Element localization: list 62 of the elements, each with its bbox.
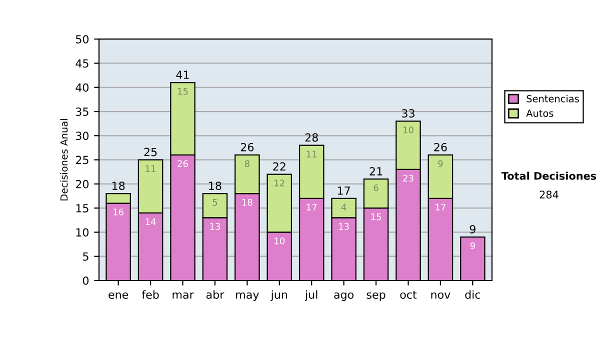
y-tick-label: 0: [82, 276, 89, 285]
data-label: 17: [306, 204, 317, 210]
total-label: 26: [240, 142, 254, 152]
data-label: 13: [210, 223, 220, 230]
x-tick-label: nov: [431, 292, 450, 299]
data-label: 26: [178, 160, 188, 168]
x-tick-label: sep: [366, 292, 386, 301]
y-tick-label: 20: [76, 180, 89, 188]
data-label: 15: [178, 88, 188, 95]
total-label: 25: [144, 148, 157, 156]
total-label: 18: [112, 182, 125, 190]
x-tick-label: dic: [465, 290, 480, 299]
x-tick-label: jul: [304, 290, 318, 301]
data-label: 15: [371, 214, 381, 220]
data-label: 13: [339, 223, 349, 230]
data-label: 5: [212, 199, 218, 206]
y-tick-label: 45: [76, 59, 88, 68]
x-tick-label: mar: [172, 292, 194, 299]
data-label: 4: [341, 204, 346, 210]
data-label: 9: [470, 242, 475, 250]
x-tick-label: may: [236, 292, 259, 301]
data-label: 6: [374, 184, 378, 192]
y-tick-label: 50: [76, 35, 89, 44]
y-axis-title: Decisiones Anual: [60, 119, 68, 200]
y-tick-label: 5: [83, 252, 88, 261]
data-label: 12: [274, 180, 284, 186]
data-label: 14: [146, 218, 156, 225]
data-label: 16: [114, 208, 124, 216]
y-tick-label: 25: [76, 156, 88, 164]
data-label: 10: [274, 238, 285, 244]
y-tick-label: 35: [76, 107, 88, 116]
x-tick-label: ago: [334, 292, 354, 301]
data-label: 8: [244, 160, 250, 168]
data-label: 9: [438, 160, 443, 168]
x-tick-label: abr: [206, 290, 224, 299]
text: 284: [540, 190, 558, 199]
total-label: 18: [209, 182, 222, 190]
x-tick-label: jun: [270, 290, 288, 301]
data-label: 23: [403, 174, 414, 182]
y-tick-label: 40: [76, 83, 89, 92]
total-label: 21: [370, 167, 382, 176]
y-tick-label: 15: [76, 204, 88, 212]
legend-label: Sentencias: [526, 94, 579, 102]
data-label: 10: [403, 126, 414, 134]
data-label: 11: [306, 150, 317, 158]
data-label: 18: [242, 198, 252, 206]
text: Total Decisiones: [501, 172, 596, 180]
x-tick-label: feb: [142, 290, 159, 299]
total-label: 33: [402, 109, 414, 118]
total-label: 26: [434, 142, 447, 152]
total-label: 17: [338, 186, 350, 195]
total-label: 9: [470, 225, 476, 234]
x-tick-label: oct: [400, 290, 417, 299]
total-label: 22: [273, 162, 286, 171]
legend-label: Autos: [526, 110, 554, 117]
y-tick-label: 30: [76, 132, 89, 140]
y-tick-label: 10: [76, 228, 89, 237]
data-label: 11: [146, 165, 156, 172]
total-label: 28: [305, 133, 318, 142]
x-tick-label: ene: [108, 292, 128, 299]
data-label: 17: [436, 204, 446, 210]
total-label: 41: [176, 70, 189, 79]
